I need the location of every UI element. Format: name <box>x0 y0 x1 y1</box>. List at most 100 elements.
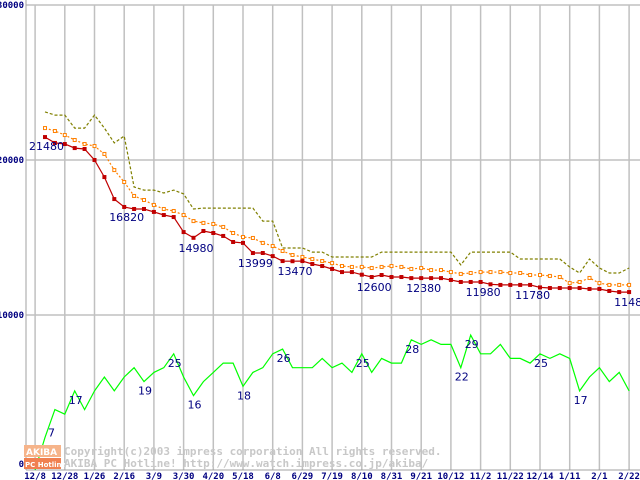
x-tick-label: 2/22 <box>618 472 640 480</box>
data-point-average <box>270 244 275 249</box>
x-tick-label: 4/20 <box>202 472 224 480</box>
data-point-average <box>310 257 315 262</box>
copyright-text: Copyright(c)2003 impress corporation All… <box>64 445 442 458</box>
data-point-min <box>43 135 47 140</box>
data-point-min <box>448 277 453 282</box>
shop-count-label: 7 <box>48 426 55 439</box>
data-point-average <box>538 273 542 278</box>
y-tick-label: 0 <box>19 460 24 470</box>
data-point-average <box>597 281 602 286</box>
data-point-average <box>52 129 57 134</box>
data-point-min <box>191 235 196 240</box>
url-text: AKIBA PC Hotline! http://www.watch.impre… <box>64 457 429 470</box>
grid <box>25 0 640 471</box>
data-point-min <box>231 239 236 244</box>
shop-count-label: 17 <box>69 394 83 407</box>
min-price-label: 21480 <box>29 140 64 153</box>
x-tick-label: 8/10 <box>351 472 373 480</box>
x-tick-label: 1/26 <box>84 472 106 480</box>
data-point-average <box>72 138 77 143</box>
shop-count-label: 28 <box>405 343 419 356</box>
data-point-min <box>280 259 285 264</box>
data-point-min <box>142 206 146 211</box>
data-point-average <box>349 264 354 269</box>
data-point-min <box>82 146 87 151</box>
data-point-average <box>300 255 305 260</box>
data-point-min <box>320 264 325 269</box>
shop-count-label: 29 <box>465 338 479 351</box>
x-tick-label: 6/8 <box>265 472 281 480</box>
x-tick-label: 6/29 <box>292 472 314 480</box>
logo-bottom-text: PC Hotline! <box>25 461 69 469</box>
data-point-average <box>439 268 443 273</box>
data-point-min <box>201 228 206 233</box>
data-point-min <box>607 288 612 293</box>
data-point-min <box>587 286 592 291</box>
data-point-average <box>241 235 245 240</box>
min-price-label: 16820 <box>109 211 144 224</box>
data-point-min <box>102 175 107 180</box>
data-point-min <box>112 197 117 202</box>
data-point-average <box>340 264 344 269</box>
data-point-min <box>577 286 582 291</box>
data-point-min <box>340 270 344 275</box>
x-tick-label: 12/28 <box>51 472 78 480</box>
data-point-min <box>498 282 503 287</box>
data-point-average <box>458 271 463 276</box>
data-point-average <box>62 133 67 138</box>
data-point-average <box>102 151 107 156</box>
data-point-average <box>389 264 394 269</box>
data-point-min <box>478 279 483 284</box>
watermark: AKIBA PC Hotline! Copyright(c)2003 impre… <box>24 445 442 470</box>
data-point-average <box>468 270 473 275</box>
data-point-average <box>221 224 226 229</box>
data-point-average <box>379 264 384 269</box>
data-point-min <box>241 240 245 245</box>
data-point-average <box>587 275 592 280</box>
shop-count-label: 25 <box>534 357 548 370</box>
data-point-min <box>409 276 414 281</box>
x-tick-label: 8/31 <box>381 472 403 480</box>
data-point-average <box>82 142 87 147</box>
logo-top-box <box>24 445 61 457</box>
data-point-min <box>221 233 226 238</box>
data-point-average <box>508 270 513 275</box>
data-point-average <box>142 197 146 202</box>
data-point-min <box>508 282 513 287</box>
data-point-min <box>468 279 473 284</box>
x-tick-label: 9/21 <box>410 472 432 480</box>
data-point-average <box>488 270 493 275</box>
data-point-min <box>161 213 166 218</box>
data-point-average <box>567 281 572 286</box>
data-point-average <box>419 266 424 271</box>
shop-count-label: 19 <box>138 385 152 398</box>
data-point-min <box>627 290 632 295</box>
data-point-min <box>151 209 156 214</box>
series-line-average <box>44 127 630 286</box>
data-point-min <box>567 286 572 291</box>
logo-bottom-box <box>24 458 61 469</box>
data-point-average <box>478 270 483 275</box>
data-point-average <box>161 206 166 211</box>
data-point-min <box>290 259 295 264</box>
data-labels: 21480 16820 14980 13999 13470 12600 12380 11980… <box>29 140 640 439</box>
data-point-min <box>52 140 57 145</box>
data-point-average <box>151 202 156 207</box>
shop-count-label: 22 <box>455 371 469 384</box>
data-point-average <box>320 259 325 264</box>
data-point-min <box>369 275 374 280</box>
x-tick-label: 12/8 <box>24 472 46 480</box>
data-point-average <box>231 231 236 236</box>
data-point-min <box>538 285 542 290</box>
data-point-min <box>399 275 404 280</box>
data-point-min <box>458 279 463 284</box>
shop-count-label: 25 <box>168 357 182 370</box>
data-point-min <box>122 204 127 209</box>
data-point-min <box>62 142 67 147</box>
data-point-average <box>399 264 404 269</box>
data-point-average <box>429 268 434 273</box>
data-point-average <box>132 193 137 198</box>
